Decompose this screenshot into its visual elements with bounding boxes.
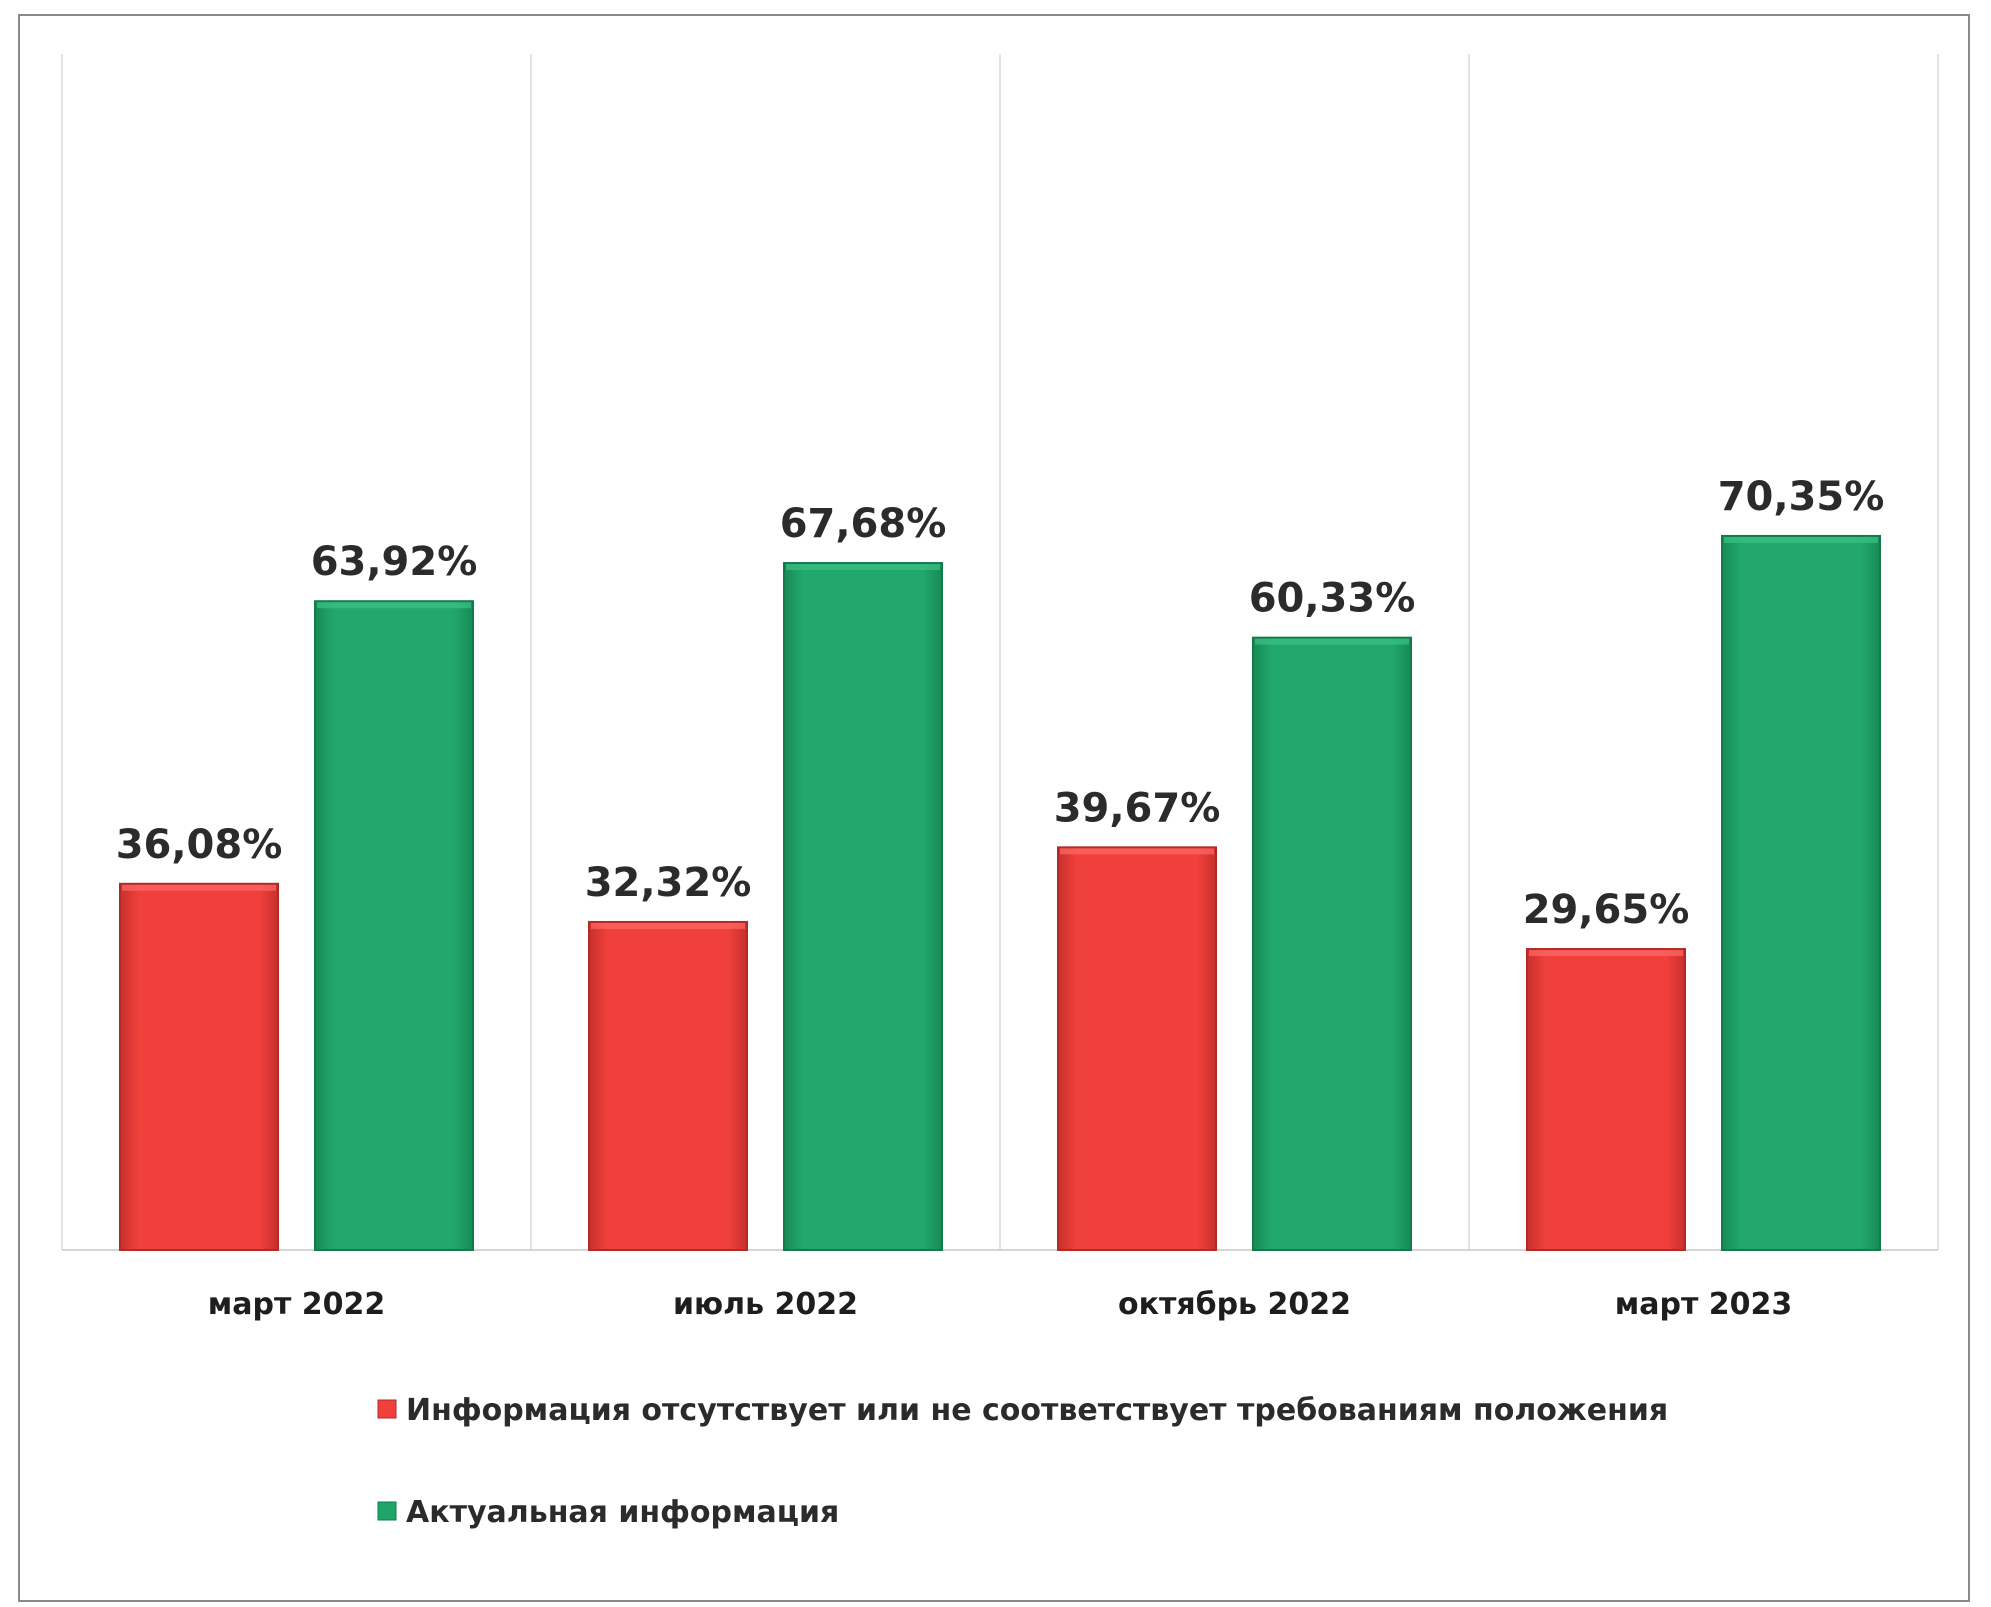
data-label-series-1-1: 36,08% xyxy=(116,822,283,868)
data-label-series-1-3: 39,67% xyxy=(1054,785,1221,831)
data-label-series-2-1: 63,92% xyxy=(311,539,478,585)
chart-frame: 36,08% 63,92% март 2022 32,32% 67,68% июль 20… xyxy=(18,14,1970,1602)
bar-series-2-4 xyxy=(1721,534,1881,1251)
bar-top-bevel xyxy=(317,602,471,609)
legend-swatch-1 xyxy=(377,1399,397,1419)
data-label-series-1-4: 29,65% xyxy=(1523,887,1690,933)
x-tick-label-4: март 2023 xyxy=(1615,1287,1793,1322)
bar-chart: 36,08% 63,92% март 2022 32,32% 67,68% июль 20… xyxy=(61,54,1939,1530)
data-label-series-2-4: 70,35% xyxy=(1718,474,1885,520)
legend-swatch-2 xyxy=(377,1501,397,1521)
bar-series-2-2 xyxy=(783,562,943,1251)
bar-top-bevel xyxy=(591,922,745,929)
bar-series-1-4 xyxy=(1526,948,1686,1251)
plot-area: 36,08% 63,92% март 2022 32,32% 67,68% июль 20… xyxy=(61,54,1939,1322)
bar-top-bevel xyxy=(1255,638,1409,645)
data-label-series-1-2: 32,32% xyxy=(585,860,752,906)
bar-top-bevel xyxy=(1529,950,1683,957)
x-tick-label-2: июль 2022 xyxy=(673,1287,858,1322)
bar-top-bevel xyxy=(786,564,940,571)
bar-series-1-3 xyxy=(1057,846,1217,1251)
bar-series-2-3 xyxy=(1252,636,1412,1251)
bar-top-bevel xyxy=(1060,848,1214,855)
bar-series-1-1 xyxy=(119,882,279,1252)
legend-label-2: Актуальная информация xyxy=(406,1495,839,1530)
bar-top-bevel xyxy=(1724,536,1878,543)
x-tick-label-1: март 2022 xyxy=(208,1287,386,1322)
bar-series-1-2 xyxy=(588,920,748,1252)
legend-label-1: Информация отсутствует или не соответств… xyxy=(406,1393,1668,1428)
legend: Информация отсутствует или не соответств… xyxy=(377,1393,1668,1530)
bar-top-bevel xyxy=(122,884,276,891)
x-tick-label-3: октябрь 2022 xyxy=(1118,1287,1351,1322)
bar-series-2-1 xyxy=(314,600,474,1251)
data-label-series-2-3: 60,33% xyxy=(1249,576,1416,622)
data-label-series-2-2: 67,68% xyxy=(780,501,947,547)
